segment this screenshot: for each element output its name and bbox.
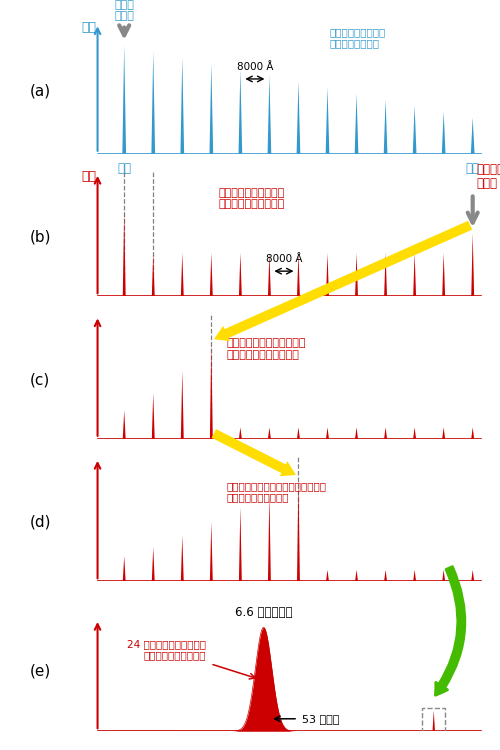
Polygon shape <box>442 570 445 581</box>
Polygon shape <box>442 253 445 296</box>
Polygon shape <box>355 427 358 439</box>
Polygon shape <box>413 253 416 296</box>
Polygon shape <box>152 253 154 296</box>
Polygon shape <box>413 106 416 154</box>
Text: 電流: 電流 <box>82 20 97 34</box>
Polygon shape <box>268 492 271 581</box>
Polygon shape <box>268 253 271 296</box>
Polygon shape <box>297 427 300 439</box>
Text: 前方: 前方 <box>466 162 479 176</box>
Text: ターゲット
パルス: ターゲット パルス <box>477 163 500 190</box>
Polygon shape <box>384 427 387 439</box>
Text: (a): (a) <box>30 84 51 99</box>
Text: 6.6 テラワット: 6.6 テラワット <box>235 606 292 619</box>
Polygon shape <box>268 75 272 154</box>
Polygon shape <box>210 63 213 154</box>
Polygon shape <box>326 253 329 296</box>
Polygon shape <box>238 69 242 154</box>
Polygon shape <box>472 233 474 296</box>
Polygon shape <box>210 522 213 581</box>
Polygon shape <box>326 427 329 439</box>
Bar <box>422 709 445 731</box>
Polygon shape <box>384 570 387 581</box>
Text: Ｘ線パルスがくし状に
分布したＸ線レーザー: Ｘ線パルスがくし状に 分布したＸ線レーザー <box>218 188 285 209</box>
Text: ターゲットパルスをテイル
ピークに一致させて増幅: ターゲットパルスをテイル ピークに一致させて増幅 <box>226 338 306 360</box>
Text: 8000 Å: 8000 Å <box>266 254 302 264</box>
Polygon shape <box>210 253 213 296</box>
Polygon shape <box>413 427 416 439</box>
Polygon shape <box>355 253 358 296</box>
Polygon shape <box>354 94 358 154</box>
Text: 8000 Å: 8000 Å <box>236 62 273 72</box>
Polygon shape <box>442 112 446 154</box>
Polygon shape <box>297 478 300 581</box>
Polygon shape <box>181 536 184 581</box>
Polygon shape <box>471 118 474 154</box>
Polygon shape <box>472 570 474 581</box>
Polygon shape <box>442 427 445 439</box>
Polygon shape <box>384 100 388 154</box>
Polygon shape <box>239 253 242 296</box>
Polygon shape <box>210 342 213 439</box>
Polygon shape <box>326 88 330 154</box>
Polygon shape <box>355 570 358 581</box>
Polygon shape <box>152 393 154 439</box>
Text: くし状の電流ピーク
を持つ電子ビーム: くし状の電流ピーク を持つ電子ビーム <box>329 27 386 49</box>
Text: 53 アト秒: 53 アト秒 <box>302 714 340 724</box>
Polygon shape <box>472 427 474 439</box>
Text: (c): (c) <box>30 372 50 387</box>
Text: 24 台のアンジュレーター
通過後のＸ線レーザー: 24 台のアンジュレーター 通過後のＸ線レーザー <box>127 639 206 661</box>
Polygon shape <box>123 556 126 581</box>
Polygon shape <box>152 547 154 581</box>
Polygon shape <box>413 570 416 581</box>
Polygon shape <box>326 570 329 581</box>
Polygon shape <box>239 427 242 439</box>
Polygon shape <box>239 507 242 581</box>
Text: 後方: 後方 <box>117 162 131 176</box>
Polygon shape <box>268 427 271 439</box>
Text: (b): (b) <box>30 230 52 244</box>
Polygon shape <box>180 57 184 154</box>
Polygon shape <box>384 253 387 296</box>
Polygon shape <box>123 410 126 439</box>
Polygon shape <box>181 370 184 439</box>
Polygon shape <box>432 710 435 731</box>
Text: 強度: 強度 <box>82 170 97 183</box>
Polygon shape <box>296 81 300 154</box>
Text: ターゲットパルスを前方のピークに
一致させて増幅を継続: ターゲットパルスを前方のピークに 一致させて増幅を継続 <box>226 481 326 502</box>
Polygon shape <box>297 253 300 296</box>
Text: (d): (d) <box>30 514 52 529</box>
Text: テイル
ピーク: テイル ピーク <box>114 0 134 21</box>
Polygon shape <box>122 45 126 154</box>
Polygon shape <box>152 51 155 154</box>
Polygon shape <box>123 211 126 296</box>
Text: (e): (e) <box>30 663 51 678</box>
Polygon shape <box>181 253 184 296</box>
